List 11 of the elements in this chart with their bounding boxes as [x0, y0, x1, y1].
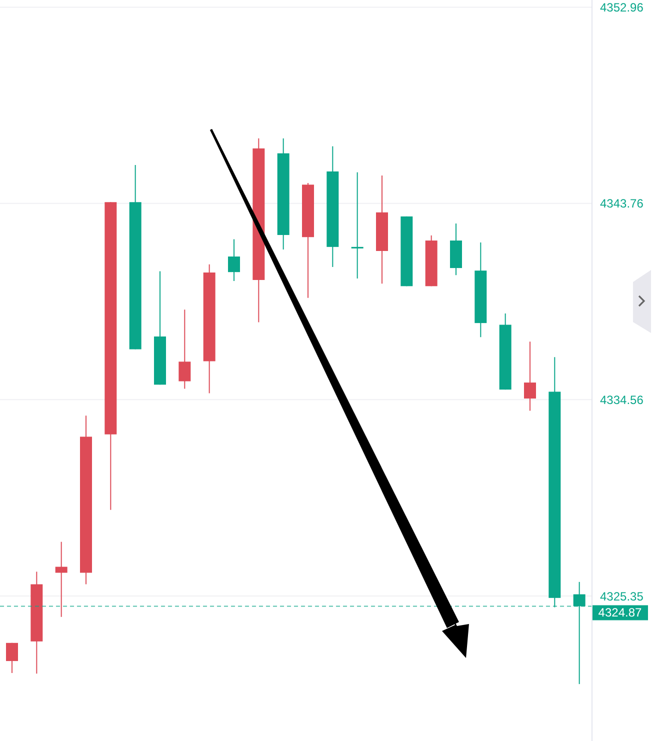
y-tick-label: 4334.56	[600, 392, 644, 407]
candlestick	[55, 541, 68, 618]
y-tick-label: 4325.35	[600, 589, 644, 604]
y-tick-label: 4343.76	[600, 196, 644, 211]
ref-line-label: 4324.87	[598, 606, 642, 620]
candlestick	[178, 309, 191, 390]
candlestick	[228, 238, 240, 282]
candlestick	[6, 642, 18, 674]
candlestick	[351, 172, 364, 279]
candlestick	[524, 341, 536, 412]
y-tick-label: 4352.96	[600, 0, 644, 15]
